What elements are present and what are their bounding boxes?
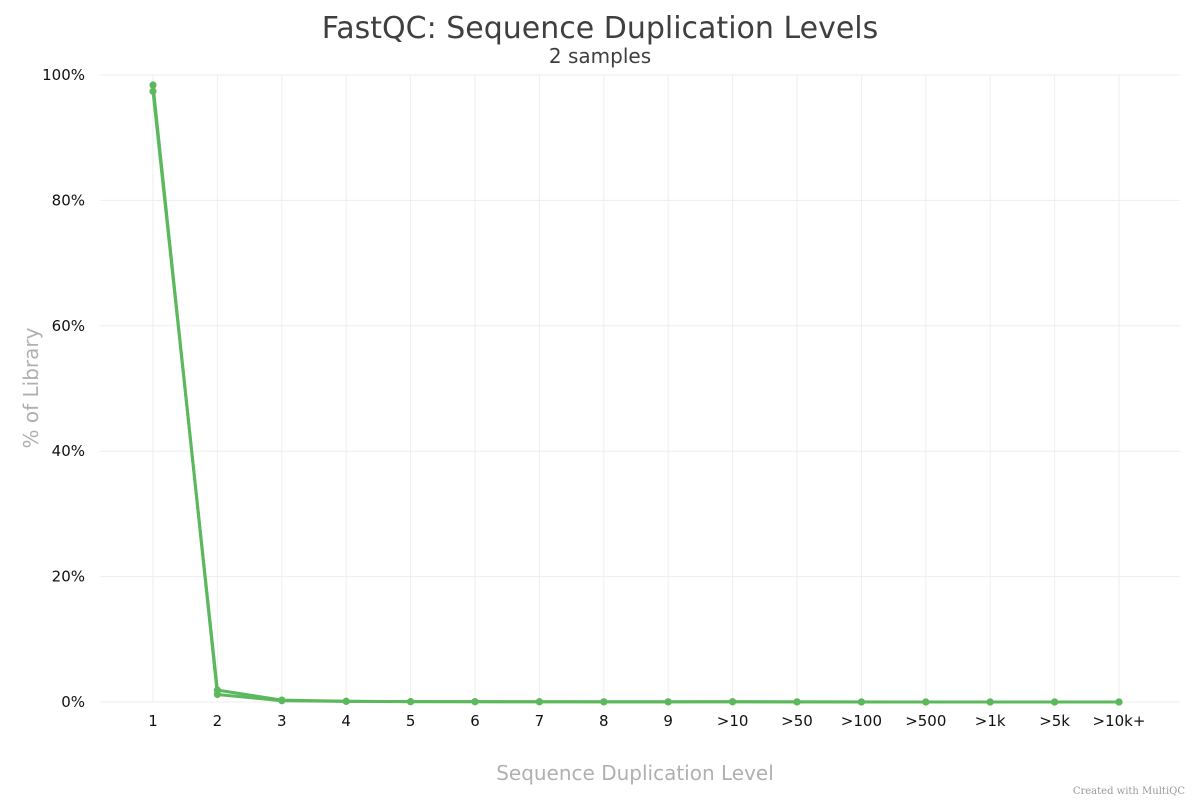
x-axis-title: Sequence Duplication Level xyxy=(496,761,774,785)
series-line-2 xyxy=(151,89,1121,704)
y-tick-label: 60% xyxy=(52,317,85,335)
multiqc-credit: Created with MultiQC xyxy=(1073,786,1186,797)
data-point xyxy=(664,698,672,706)
series-layer xyxy=(149,81,1123,706)
x-tick-label: >100 xyxy=(841,712,882,730)
data-point xyxy=(922,698,930,706)
x-tick-label: 8 xyxy=(599,712,609,730)
x-tick-label: >10 xyxy=(717,712,749,730)
data-point xyxy=(278,696,286,704)
data-point xyxy=(213,686,221,694)
data-point xyxy=(407,698,415,706)
y-axis-title: % of Library xyxy=(19,327,43,448)
data-point xyxy=(149,81,157,89)
data-point xyxy=(1115,698,1123,706)
y-tick-label: 20% xyxy=(52,568,85,586)
x-tick-label: >50 xyxy=(781,712,813,730)
y-tick-label: 80% xyxy=(52,191,85,209)
y-tick-label: 40% xyxy=(52,442,85,460)
x-axis-ticks: 1 2 3 4 5 6 7 8 9 >10 >50 >100 >500 >1k >5k >10k+ xyxy=(148,712,1145,730)
x-tick-label: 7 xyxy=(535,712,545,730)
series-line-1 xyxy=(151,83,1121,704)
y-tick-label: 100% xyxy=(42,66,85,84)
x-tick-label: 9 xyxy=(663,712,673,730)
data-point xyxy=(793,698,801,706)
x-tick-label: >1k xyxy=(975,712,1006,730)
data-point xyxy=(1051,698,1059,706)
chart-title: FastQC: Sequence Duplication Levels xyxy=(322,11,879,46)
chart-subtitle: 2 samples xyxy=(549,44,651,68)
data-point xyxy=(342,697,350,705)
x-tick-label: 4 xyxy=(341,712,351,730)
y-tick-label: 0% xyxy=(61,693,85,711)
x-tick-label: 6 xyxy=(470,712,480,730)
data-point xyxy=(149,87,157,95)
data-point xyxy=(729,698,737,706)
y-axis-ticks: 0% 20% 40% 60% 80% 100% xyxy=(42,66,85,711)
x-tick-label: >500 xyxy=(905,712,946,730)
x-tick-label: >5k xyxy=(1039,712,1070,730)
x-tick-label: >10k+ xyxy=(1093,712,1146,730)
x-tick-label: 3 xyxy=(277,712,287,730)
data-point xyxy=(857,698,866,706)
data-point xyxy=(471,698,479,706)
data-point xyxy=(535,698,544,706)
data-point xyxy=(600,698,608,706)
x-tick-label: 1 xyxy=(148,712,158,730)
grid-lines xyxy=(100,74,1180,703)
data-point xyxy=(986,698,994,706)
x-tick-label: 2 xyxy=(213,712,223,730)
x-tick-label: 5 xyxy=(406,712,416,730)
